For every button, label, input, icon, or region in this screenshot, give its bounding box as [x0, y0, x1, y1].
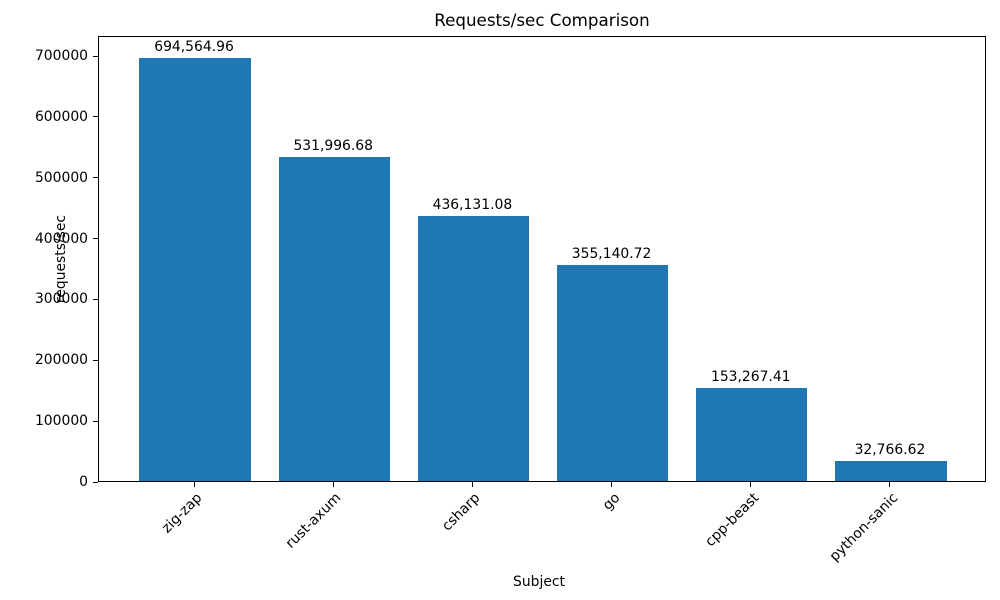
y-tick-mark — [93, 177, 98, 179]
y-tick-label: 100000 — [34, 413, 88, 430]
y-tick-label: 300000 — [34, 291, 88, 308]
bar-value-label: 694,564.96 — [154, 39, 234, 56]
y-tick-label: 500000 — [34, 169, 88, 186]
y-tick-mark — [93, 116, 98, 118]
y-tick-mark — [93, 359, 98, 361]
y-tick-label: 400000 — [34, 230, 88, 247]
bar-value-label: 32,766.62 — [854, 442, 926, 459]
y-tick-mark — [93, 55, 98, 57]
y-tick-label: 0 — [79, 474, 88, 490]
bar-value-label: 355,140.72 — [571, 245, 652, 262]
x-tick-mark — [750, 482, 752, 487]
y-tick-label: 600000 — [34, 108, 88, 125]
x-axis-label: Subject — [513, 574, 565, 590]
bar-go — [556, 264, 669, 481]
y-axis-label: requests/sec — [53, 214, 69, 304]
bar-value-label: 436,131.08 — [432, 196, 513, 213]
x-tick-mark — [611, 482, 613, 487]
y-tick-mark — [93, 238, 98, 240]
x-tick-mark — [889, 482, 891, 487]
bar-cpp-beast — [696, 387, 808, 481]
bar-zig-zap — [139, 58, 251, 481]
y-tick-label: 200000 — [34, 352, 88, 369]
bar-python-sanic — [835, 461, 947, 481]
y-tick-mark — [93, 298, 98, 300]
y-tick-mark — [93, 420, 98, 422]
bar-value-label: 531,996.68 — [293, 138, 373, 155]
x-tick-label-rust-axum: rust-axum — [282, 490, 345, 552]
x-tick-mark — [332, 482, 334, 487]
y-tick-mark — [93, 481, 98, 483]
bar-csharp — [417, 215, 530, 481]
x-tick-mark — [193, 482, 195, 487]
chart-title: Requests/sec Comparison — [434, 10, 650, 30]
bar-rust-axum — [278, 157, 390, 481]
bar-value-label: 153,267.41 — [710, 368, 791, 385]
x-tick-label-zig-zap: zig-zap — [158, 490, 206, 537]
y-tick-label: 700000 — [34, 48, 88, 65]
x-tick-label-python-sanic: python-sanic — [826, 490, 902, 565]
x-tick-mark — [471, 482, 473, 487]
plot-area — [98, 36, 986, 482]
